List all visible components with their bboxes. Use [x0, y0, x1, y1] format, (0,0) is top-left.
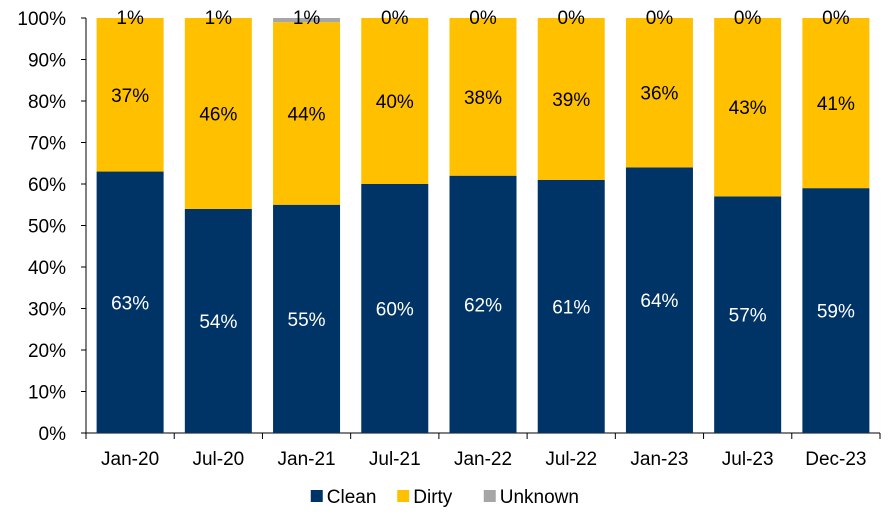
bar-segment-clean [184, 208, 252, 433]
data-label-unknown: 0% [557, 8, 585, 29]
legend-swatch-dirty [397, 490, 410, 502]
x-tick-label: Jul-23 [722, 449, 774, 470]
data-label-clean: 59% [817, 302, 855, 323]
bar-segment-dirty [449, 18, 517, 176]
x-tick-label: Jul-22 [545, 449, 597, 470]
bar-segment-dirty [184, 18, 252, 209]
data-label-unknown: 0% [822, 8, 850, 29]
bar-segment-dirty [625, 18, 693, 168]
data-label-dirty: 43% [729, 98, 767, 119]
data-label-unknown: 0% [734, 8, 762, 29]
data-label-dirty: 41% [817, 94, 855, 115]
y-tick-label: 70% [28, 134, 66, 155]
data-label-unknown: 0% [381, 8, 409, 29]
x-tick-label: Jan-21 [278, 449, 336, 470]
bar-segment-dirty [273, 22, 341, 205]
x-tick-label: Jan-20 [101, 449, 159, 470]
bar-segment-clean [625, 167, 693, 433]
data-label-dirty: 36% [640, 84, 678, 105]
data-label-unknown: 1% [205, 8, 233, 29]
legend-swatch-unknown [483, 490, 496, 502]
y-tick-label: 30% [28, 300, 66, 321]
y-tick-label: 60% [28, 175, 66, 196]
y-tick-label: 20% [28, 341, 66, 362]
data-label-dirty: 39% [552, 90, 590, 111]
bar-segment-clean [449, 175, 517, 433]
bar-segment-clean [361, 184, 429, 433]
data-label-clean: 61% [552, 297, 590, 318]
bar-segment-dirty [802, 18, 870, 189]
data-label-clean: 54% [199, 312, 237, 333]
data-label-dirty: 38% [464, 88, 502, 109]
data-label-dirty: 40% [376, 92, 414, 113]
x-tick-label: Jan-22 [454, 449, 512, 470]
bar-segment-dirty [537, 18, 605, 180]
bar-segment-dirty [714, 18, 782, 197]
data-label-clean: 55% [288, 310, 326, 331]
data-label-clean: 62% [464, 295, 502, 316]
legend-label-dirty: Dirty [413, 487, 453, 508]
legend-label-clean: Clean [327, 487, 377, 508]
bar-segment-clean [537, 179, 605, 433]
bar-segment-clean [714, 196, 782, 433]
data-label-unknown: 0% [646, 8, 674, 29]
bar-segment-clean [96, 171, 164, 434]
data-label-clean: 63% [111, 293, 149, 314]
y-tick-label: 80% [28, 92, 66, 113]
y-tick-label: 40% [28, 258, 66, 279]
x-tick-label: Jul-20 [192, 449, 244, 470]
data-label-dirty: 37% [111, 86, 149, 107]
bar-segment-clean [802, 188, 870, 433]
data-label-dirty: 46% [199, 104, 237, 125]
y-tick-label: 10% [28, 383, 66, 404]
x-tick-label: Jan-23 [630, 449, 688, 470]
data-label-clean: 60% [376, 300, 414, 321]
bar-segment-dirty [96, 18, 164, 172]
bar-segment-clean [273, 204, 341, 433]
y-tick-label: 50% [28, 217, 66, 238]
bar-segment-dirty [361, 18, 429, 184]
legend-label-unknown: Unknown [500, 487, 579, 508]
data-label-clean: 57% [729, 306, 767, 327]
x-tick-label: Jul-21 [369, 449, 421, 470]
data-label-clean: 64% [640, 291, 678, 312]
y-tick-label: 100% [17, 9, 66, 30]
y-tick-label: 90% [28, 51, 66, 72]
legend-swatch-clean [310, 490, 323, 502]
data-label-dirty: 44% [288, 104, 326, 125]
x-tick-label: Dec-23 [805, 449, 866, 470]
data-label-unknown: 0% [469, 8, 497, 29]
data-label-unknown: 1% [293, 8, 321, 29]
data-label-unknown: 1% [116, 8, 144, 29]
bar-segment-unknown [273, 18, 341, 23]
y-tick-label: 0% [39, 424, 67, 445]
